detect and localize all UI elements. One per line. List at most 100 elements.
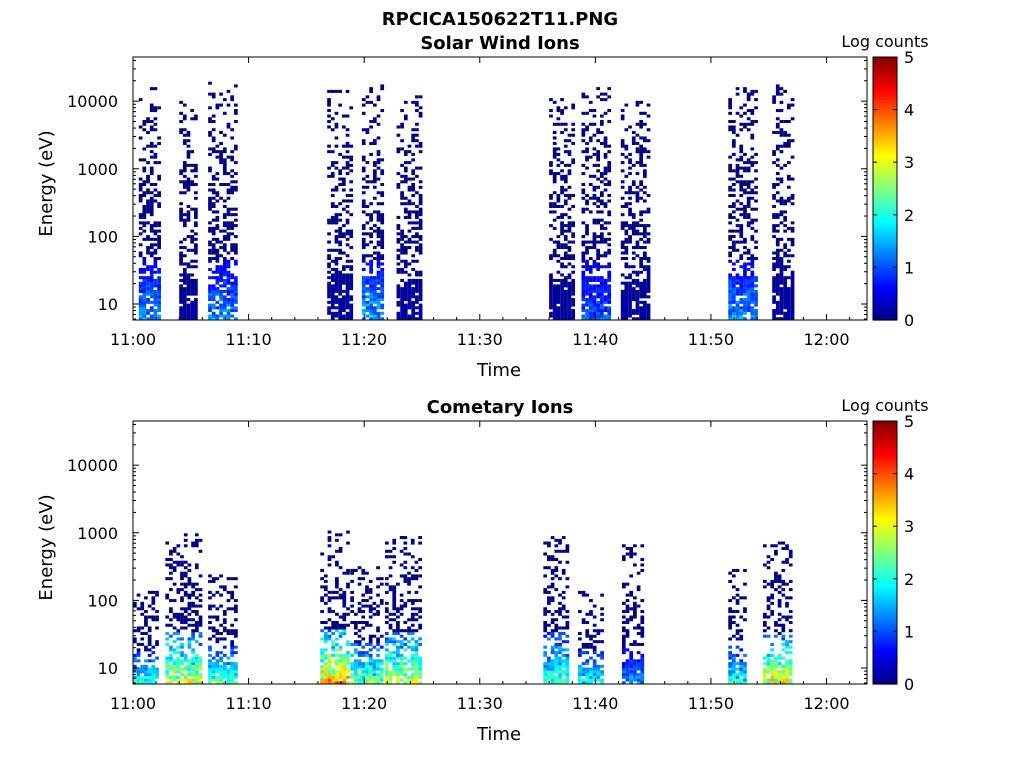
heatmap-cell <box>230 287 235 291</box>
heatmap-cell <box>781 642 786 646</box>
heatmap-cell <box>550 620 555 625</box>
heatmap-cell <box>629 662 634 666</box>
heatmap-cell <box>731 568 736 572</box>
heatmap-cell <box>327 536 332 540</box>
heatmap-cell <box>629 555 634 559</box>
heatmap-cell <box>543 612 548 616</box>
heatmap-cell <box>560 246 564 250</box>
heatmap-cell <box>567 240 572 244</box>
heatmap-cell <box>547 667 551 671</box>
heatmap-cell <box>599 114 604 118</box>
colorbar-segment <box>873 676 897 680</box>
heatmap-cell <box>334 125 339 129</box>
heatmap-cell <box>624 246 629 250</box>
heatmap-cell <box>346 670 350 674</box>
heatmap-cell <box>338 103 342 107</box>
heatmap-cell <box>176 563 181 567</box>
heatmap-cell <box>565 667 570 671</box>
heatmap-cell <box>743 183 747 187</box>
heatmap-cell <box>585 681 590 684</box>
heatmap-cell <box>746 267 751 271</box>
heatmap-cell <box>560 130 564 135</box>
heatmap-cell <box>331 631 336 635</box>
heatmap-cell <box>772 314 776 318</box>
heatmap-cell <box>338 278 342 282</box>
heatmap-cell <box>783 218 788 222</box>
heatmap-cell <box>631 281 636 285</box>
heatmap-cell <box>567 309 572 313</box>
heatmap-cell <box>234 246 238 250</box>
heatmap-cell <box>624 295 629 299</box>
heatmap-cell <box>743 303 747 307</box>
heatmap-cell <box>592 311 597 315</box>
heatmap-cell <box>639 270 643 274</box>
heatmap-cell <box>552 218 557 222</box>
heatmap-cell <box>157 278 161 282</box>
x-tick-label: 11:30 <box>457 330 503 349</box>
heatmap-cell <box>625 664 630 668</box>
heatmap-cell <box>561 549 566 553</box>
heatmap-cell <box>779 300 784 304</box>
heatmap-cell <box>625 648 630 652</box>
heatmap-cell <box>396 185 401 189</box>
heatmap-cell <box>549 254 553 258</box>
heatmap-cell <box>646 295 651 299</box>
heatmap-cell <box>169 618 173 622</box>
heatmap-cell <box>628 210 632 214</box>
heatmap-cell <box>230 651 235 655</box>
heatmap-cell <box>596 287 600 291</box>
heatmap-cell <box>400 306 404 310</box>
heatmap-cell <box>774 577 778 581</box>
heatmap-cell <box>396 240 401 244</box>
heatmap-cell <box>176 615 181 619</box>
heatmap-cell <box>342 590 347 594</box>
heatmap-cell <box>556 300 561 304</box>
heatmap-cell <box>149 317 154 320</box>
heatmap-cell <box>361 204 366 208</box>
heatmap-cell <box>186 306 191 310</box>
heatmap-cell <box>234 317 238 320</box>
heatmap-cell <box>635 289 640 293</box>
heatmap-cell <box>147 637 152 641</box>
heatmap-cell <box>565 560 570 564</box>
heatmap-cell <box>155 670 159 674</box>
heatmap-cell <box>770 593 775 597</box>
heatmap-cell <box>208 199 212 203</box>
heatmap-cell <box>392 659 397 663</box>
heatmap-cell <box>585 95 589 99</box>
heatmap-cell <box>646 267 651 271</box>
heatmap-cell <box>369 284 373 288</box>
heatmap-cell <box>415 191 419 195</box>
heatmap-cell <box>592 306 597 310</box>
heatmap-cell <box>743 204 747 208</box>
heatmap-cell <box>635 133 640 137</box>
heatmap-cell <box>136 681 141 684</box>
heatmap-cell <box>142 303 147 307</box>
heatmap-cell <box>636 664 641 668</box>
heatmap-cell <box>418 150 423 154</box>
colorbar-segment <box>873 143 897 148</box>
colorbar-segment <box>873 649 897 654</box>
heatmap-cell <box>418 314 423 318</box>
heatmap-cell <box>361 662 366 666</box>
heatmap-cell <box>640 544 645 548</box>
heatmap-cell <box>327 538 332 542</box>
heatmap-cell <box>396 629 400 633</box>
colorbar-segment <box>873 83 897 87</box>
heatmap-cell <box>179 259 183 263</box>
heatmap-cell <box>234 218 238 222</box>
heatmap-cell <box>762 634 767 638</box>
heatmap-cell <box>567 262 572 266</box>
heatmap-cell <box>369 276 373 280</box>
heatmap-cell <box>345 229 350 233</box>
heatmap-cell <box>153 278 158 282</box>
heatmap-cell <box>219 273 223 277</box>
heatmap-cell <box>403 152 408 156</box>
heatmap-cell <box>219 150 223 154</box>
heatmap-cell <box>790 243 795 247</box>
x-tick-label: 11:30 <box>457 694 503 713</box>
heatmap-cell <box>342 656 347 660</box>
heatmap-cell <box>169 678 173 682</box>
heatmap-cell <box>219 309 223 313</box>
heatmap-cell <box>330 300 335 304</box>
